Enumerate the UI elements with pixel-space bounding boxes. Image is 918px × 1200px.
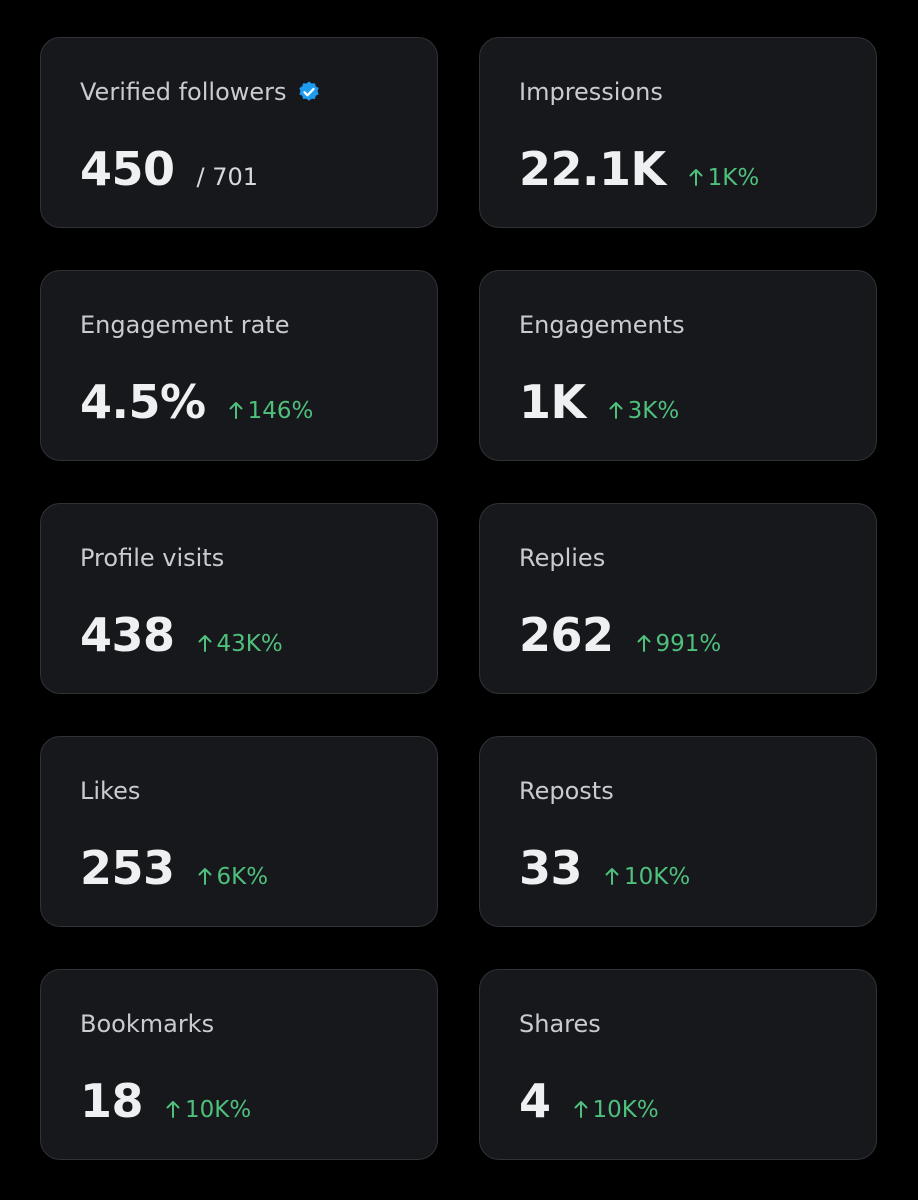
metric-value: 4.5% (80, 375, 206, 429)
metric-value: 18 (80, 1074, 144, 1128)
metric-change-text: 1K% (707, 165, 760, 191)
up-arrow (689, 169, 703, 186)
metric-change-text: 146% (247, 398, 314, 424)
metric-change-text: 43K% (216, 631, 283, 657)
metric-label: Profile visits (80, 544, 225, 572)
verified-badge (298, 81, 319, 101)
metric-value: 438 (80, 608, 175, 662)
metric-value: 1K (519, 375, 586, 429)
metric-change: 10K% (573, 1097, 659, 1123)
metric-change: 10K% (604, 864, 690, 890)
metric-change: 3K% (608, 398, 680, 424)
metric-card: Profile visits 438 43K% (40, 503, 438, 694)
metric-change-text: 3K% (627, 398, 680, 424)
metric-label: Reposts (519, 777, 614, 805)
metric-value: 33 (519, 841, 583, 895)
up-arrow (198, 868, 212, 885)
metric-change: 6K% (197, 864, 269, 890)
metric-label-row: Bookmarks (80, 1010, 214, 1038)
metric-value: 22.1K (519, 142, 666, 196)
metric-change: 43K% (197, 631, 283, 657)
metric-row: 18 10K% (80, 1074, 251, 1128)
metric-row: 4.5% 146% (80, 375, 313, 429)
metric-change-text: 6K% (216, 864, 269, 890)
metric-change-text: 10K% (185, 1097, 252, 1123)
metric-row: 4 10K% (519, 1074, 659, 1128)
metric-card: Engagements 1K 3K% (479, 270, 877, 461)
metric-card: Bookmarks 18 10K% (40, 969, 438, 1160)
metric-label: Engagement rate (80, 311, 290, 339)
metric-row: 22.1K 1K% (519, 142, 759, 196)
metric-label: Shares (519, 1010, 601, 1038)
metric-change: 1K% (688, 165, 760, 191)
metric-label-row: Reposts (519, 777, 614, 805)
metric-card: Replies 262 991% (479, 503, 877, 694)
metric-row: 450 / 701 (80, 142, 258, 196)
metric-card: Engagement rate 4.5% 146% (40, 270, 438, 461)
metric-label: Engagements (519, 311, 685, 339)
metric-row: 438 43K% (80, 608, 283, 662)
metric-card: Shares 4 10K% (479, 969, 877, 1160)
up-arrow (574, 1101, 588, 1118)
metric-change: 991% (636, 631, 722, 657)
metric-card: Impressions 22.1K 1K% (479, 37, 877, 228)
metric-row: 1K 3K% (519, 375, 679, 429)
metric-value: 450 (80, 142, 175, 196)
metric-label-row: Verified followers (80, 78, 321, 106)
metric-change-text: 991% (655, 631, 722, 657)
metric-label: Likes (80, 777, 141, 805)
metric-total: / 701 (196, 163, 259, 191)
metric-change: 146% (228, 398, 314, 424)
up-arrow (166, 1101, 180, 1118)
metric-row: 33 10K% (519, 841, 690, 895)
metric-change-text: 10K% (592, 1097, 659, 1123)
up-arrow (637, 635, 651, 652)
metric-card: Likes 253 6K% (40, 736, 438, 927)
metric-value: 4 (519, 1074, 551, 1128)
metric-label: Verified followers (80, 78, 287, 106)
metric-label-row: Likes (80, 777, 140, 805)
metric-card: Verified followers 450 / 701 (40, 37, 438, 228)
metric-label: Impressions (519, 78, 663, 106)
metric-value: 253 (80, 841, 175, 895)
metric-row: 262 991% (519, 608, 721, 662)
metric-label-row: Shares (519, 1010, 601, 1038)
metric-label-row: Impressions (519, 78, 663, 106)
metric-label-row: Profile visits (80, 544, 224, 572)
metric-label-row: Engagement rate (80, 311, 289, 339)
metric-label: Replies (519, 544, 606, 572)
up-arrow (609, 402, 623, 419)
up-arrow (229, 402, 243, 419)
metric-label: Bookmarks (80, 1010, 215, 1038)
metric-value: 262 (519, 608, 614, 662)
metric-label-row: Engagements (519, 311, 685, 339)
metric-change: 10K% (165, 1097, 251, 1123)
metric-row: 253 6K% (80, 841, 268, 895)
metric-label-row: Replies (519, 544, 605, 572)
up-arrow (605, 868, 619, 885)
metric-change-text: 10K% (624, 864, 691, 890)
metric-card: Reposts 33 10K% (479, 736, 877, 927)
up-arrow (198, 635, 212, 652)
